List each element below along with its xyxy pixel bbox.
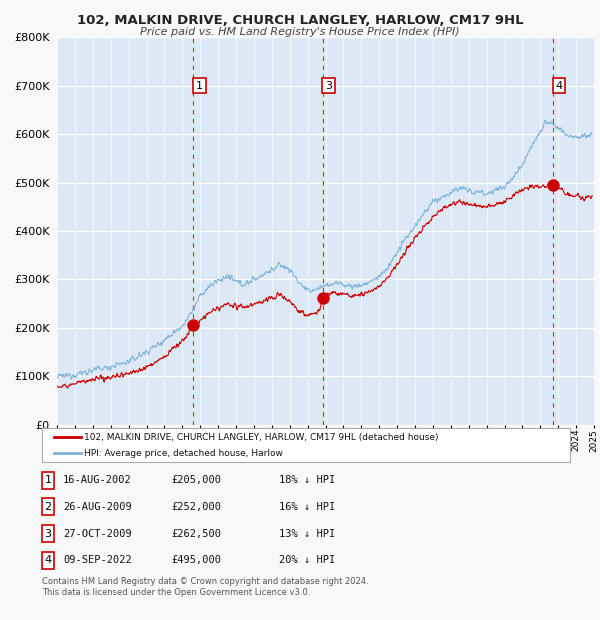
Text: 3: 3 [325, 81, 332, 91]
Text: 1: 1 [196, 81, 203, 91]
Text: £205,000: £205,000 [171, 475, 221, 485]
Text: 16-AUG-2002: 16-AUG-2002 [63, 475, 132, 485]
Text: 16% ↓ HPI: 16% ↓ HPI [279, 502, 335, 512]
Text: 20% ↓ HPI: 20% ↓ HPI [279, 555, 335, 565]
Text: 4: 4 [556, 81, 563, 91]
Text: 4: 4 [44, 555, 52, 565]
Text: 2: 2 [44, 502, 52, 512]
Text: 102, MALKIN DRIVE, CHURCH LANGLEY, HARLOW, CM17 9HL (detached house): 102, MALKIN DRIVE, CHURCH LANGLEY, HARLO… [84, 433, 439, 442]
Text: 18% ↓ HPI: 18% ↓ HPI [279, 475, 335, 485]
Text: 3: 3 [44, 528, 52, 539]
Text: Contains HM Land Registry data © Crown copyright and database right 2024.
This d: Contains HM Land Registry data © Crown c… [42, 577, 368, 598]
Text: 102, MALKIN DRIVE, CHURCH LANGLEY, HARLOW, CM17 9HL: 102, MALKIN DRIVE, CHURCH LANGLEY, HARLO… [77, 14, 523, 27]
Text: 27-OCT-2009: 27-OCT-2009 [63, 528, 132, 539]
Text: Price paid vs. HM Land Registry's House Price Index (HPI): Price paid vs. HM Land Registry's House … [140, 27, 460, 37]
Text: £495,000: £495,000 [171, 555, 221, 565]
Text: 13% ↓ HPI: 13% ↓ HPI [279, 528, 335, 539]
Text: 26-AUG-2009: 26-AUG-2009 [63, 502, 132, 512]
Text: 1: 1 [44, 475, 52, 485]
Text: 09-SEP-2022: 09-SEP-2022 [63, 555, 132, 565]
Text: £252,000: £252,000 [171, 502, 221, 512]
Text: HPI: Average price, detached house, Harlow: HPI: Average price, detached house, Harl… [84, 449, 283, 458]
Text: £262,500: £262,500 [171, 528, 221, 539]
